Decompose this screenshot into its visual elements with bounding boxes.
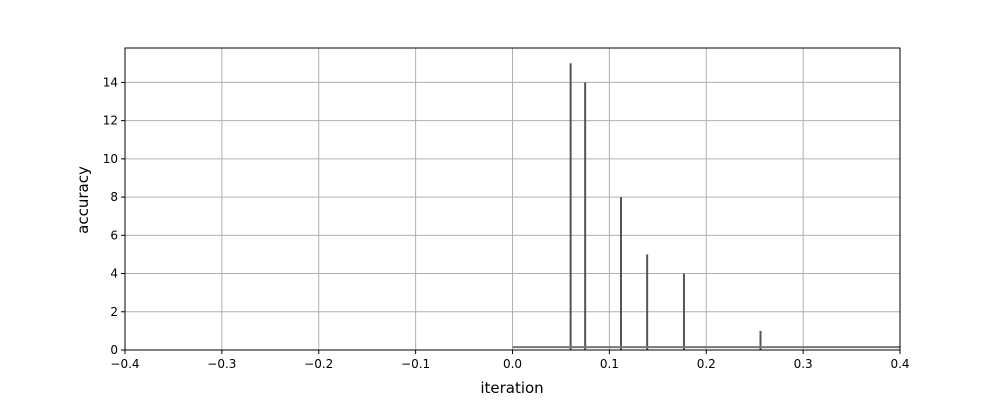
x-tick-label-2: −0.2 — [304, 357, 333, 371]
bar-2 — [620, 197, 622, 350]
bar-1 — [584, 82, 587, 350]
y-tick-label-0: 0 — [110, 343, 118, 357]
x-tick-label-6: 0.2 — [697, 357, 716, 371]
grid — [124, 48, 901, 351]
bars — [569, 63, 762, 350]
y-tick-label-5: 10 — [103, 152, 118, 166]
bar-0 — [569, 63, 572, 350]
y-tick-label-4: 8 — [110, 190, 118, 204]
x-tick-label-8: 0.4 — [890, 357, 909, 371]
x-tick-label-3: −0.1 — [401, 357, 430, 371]
x-tick-label-7: 0.3 — [794, 357, 813, 371]
x-tick-label-1: −0.3 — [207, 357, 236, 371]
bar-5 — [759, 330, 762, 350]
x-tick-label-0: −0.4 — [110, 357, 139, 371]
y-tick-label-2: 4 — [110, 267, 118, 281]
y-axis-label: accuracy — [74, 166, 92, 234]
bar-3 — [646, 254, 649, 350]
y-tick-label-3: 6 — [110, 228, 118, 242]
ticks: −0.4 −0.3 −0.2 −0.1 0.0 0.1 0.2 0.3 0.4 0 2 4 6 8 10 12… — [103, 75, 910, 371]
bar-4 — [682, 273, 685, 350]
y-tick-label-7: 14 — [103, 75, 118, 89]
x-tick-label-5: 0.1 — [600, 357, 619, 371]
y-tick-label-1: 2 — [110, 305, 118, 319]
x-axis-label: iteration — [480, 379, 543, 397]
y-tick-label-6: 12 — [103, 114, 118, 128]
x-tick-label-4: 0.0 — [503, 357, 522, 371]
